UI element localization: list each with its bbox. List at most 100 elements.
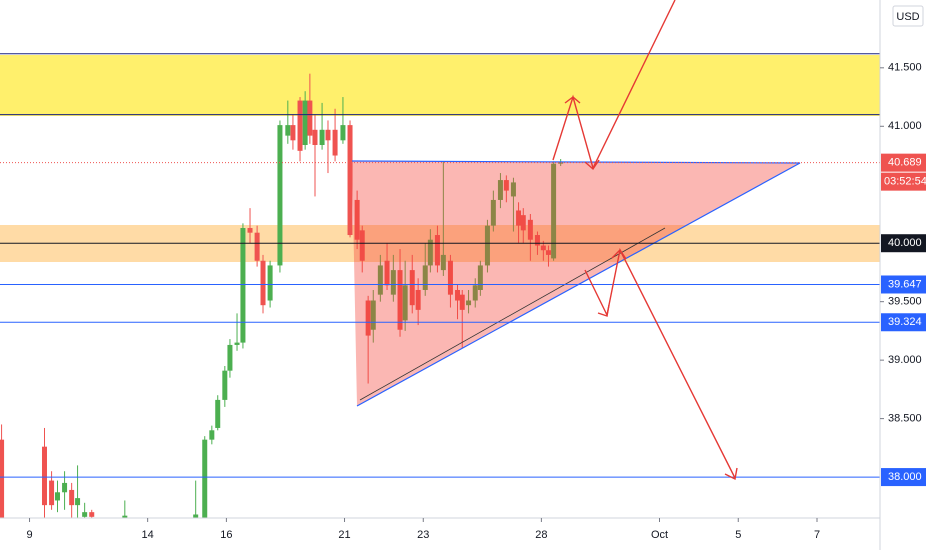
x-tick-label: 14 (142, 529, 154, 541)
candle-body (459, 294, 465, 310)
candle-body (302, 100, 308, 145)
countdown-box (881, 172, 926, 191)
triangle-pattern (352, 161, 800, 406)
candle-body (285, 125, 291, 136)
candle-body (202, 439, 208, 518)
countdown: 03:52:54 (884, 176, 927, 188)
candle-body (359, 230, 365, 261)
price-label-box (881, 234, 926, 253)
candle-body (527, 219, 533, 240)
price-label: 40.689 (888, 157, 922, 169)
candle-body (290, 125, 296, 141)
arrows (552, 0, 738, 481)
x-tick-label: 21 (338, 529, 350, 541)
candle-body (551, 163, 557, 259)
arrow-head (564, 96, 581, 104)
candle-body (247, 228, 253, 233)
candle-body (62, 482, 68, 493)
arrow-head (597, 304, 610, 317)
currency: USD (896, 11, 919, 23)
candle-body (260, 260, 266, 306)
candle-body (254, 232, 260, 261)
candle-body (516, 210, 522, 226)
candle-body (558, 162, 564, 164)
candle-body (122, 515, 128, 518)
candle-body (520, 215, 526, 231)
price-label-box (881, 313, 926, 332)
candle-body (240, 228, 246, 343)
candle-body (193, 514, 199, 518)
candle-body (89, 512, 95, 517)
candle-body (340, 125, 346, 141)
currency-box[interactable] (892, 5, 924, 27)
y-tick-label: 41.000 (888, 120, 922, 132)
arrow-path (584, 247, 736, 479)
candle-body (234, 342, 240, 345)
candle-body (54, 492, 60, 501)
candle-body (422, 265, 428, 290)
candle-body (277, 125, 283, 266)
x-tick-label: 7 (814, 529, 820, 541)
candle-body (455, 289, 461, 301)
candle-body (267, 265, 273, 301)
plot-area (0, 0, 880, 518)
candle-body (49, 480, 55, 506)
candle-body (402, 285, 408, 321)
arrow-head (611, 248, 627, 260)
price-label-box (881, 468, 926, 487)
x-tick-label: 9 (26, 529, 32, 541)
x-tick-label: Oct (651, 529, 668, 541)
candle-body (370, 300, 376, 330)
candle-body (472, 285, 478, 301)
price-label: 39.324 (888, 316, 922, 328)
candles (0, 73, 564, 518)
candle-body (497, 180, 503, 200)
candle-body (354, 199, 360, 240)
x-tick-label: 28 (535, 529, 547, 541)
candle-body (397, 270, 403, 330)
y-tick-label: 41.500 (888, 62, 922, 74)
candle-body (390, 270, 396, 295)
candle-body (427, 239, 433, 266)
y-tick-label: 38.500 (888, 413, 922, 425)
arrow-path (592, 0, 676, 169)
candle-body (312, 129, 318, 145)
candle-body (41, 446, 47, 506)
price-lines (0, 53, 880, 478)
price-label: 39.647 (888, 278, 922, 290)
candle-body (227, 344, 233, 371)
candle-body (434, 235, 440, 266)
candle-body (347, 125, 353, 236)
price-label-box (881, 275, 926, 294)
arrow-head (724, 467, 738, 481)
candle-body (215, 399, 221, 428)
candle-body (503, 180, 509, 191)
axes: 41.500 41.000 39.500 39.000 38.500 9 14 16 21 23 2… (26, 62, 926, 541)
candle-body (447, 260, 453, 295)
candle-body (297, 100, 303, 151)
candle-body (477, 265, 483, 290)
candle-body (332, 129, 338, 156)
price-label: 40.000 (888, 237, 922, 249)
candle-body (415, 289, 421, 310)
candle-body (69, 489, 75, 506)
candle-body (377, 265, 383, 295)
candle-body (490, 199, 496, 226)
y-tick-label: 39.500 (888, 296, 922, 308)
x-tick-label: 5 (735, 529, 741, 541)
triangle-top (351, 160, 801, 164)
candle-body (222, 370, 228, 400)
candle-body (365, 300, 371, 336)
candle-body (209, 430, 215, 440)
price-label: 38.000 (888, 471, 922, 483)
price-label-box (881, 153, 926, 172)
arrow-head (584, 159, 600, 171)
candle-body (0, 439, 5, 518)
x-tick-label: 16 (220, 529, 232, 541)
resistance-zone (0, 55, 880, 116)
candle-body (534, 235, 540, 246)
candle-body (440, 254, 446, 271)
candle-body (545, 250, 551, 255)
